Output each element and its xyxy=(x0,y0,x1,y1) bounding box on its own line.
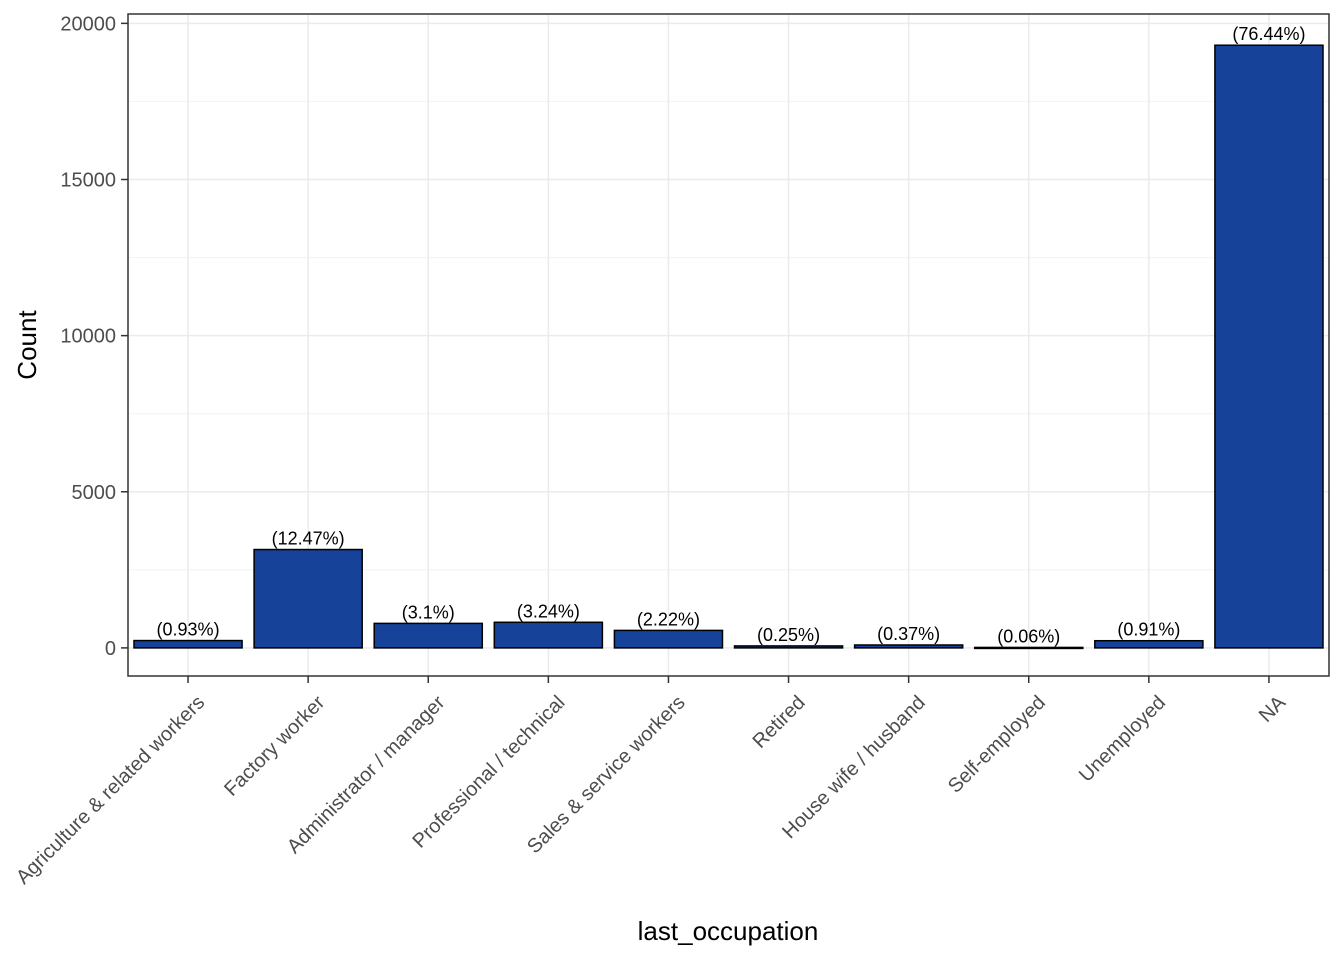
bar-value-label: (0.25%) xyxy=(757,625,820,645)
bar-label-layer: (0.93%) (12.47%) (3.1%) (3.24%) (2.22%) (0.25… xyxy=(157,24,1306,646)
bar xyxy=(973,646,1084,650)
bar xyxy=(373,622,484,649)
y-tick-label: 15000 xyxy=(60,170,116,192)
bar-value-label: (12.47%) xyxy=(272,529,345,549)
bar xyxy=(613,629,724,649)
x-tick-label: Agriculture & related workers xyxy=(12,692,209,889)
bar-value-label: (76.44%) xyxy=(1232,24,1305,44)
bar xyxy=(133,639,243,649)
x-tick-label: Retired xyxy=(749,692,810,753)
bar xyxy=(1094,639,1204,649)
bar-value-label: (3.1%) xyxy=(402,602,455,622)
x-tick-label: NA xyxy=(1255,691,1291,727)
x-tick-label: Self-employed xyxy=(944,692,1050,798)
x-tick-label: Factory worker xyxy=(220,691,329,800)
y-axis-title: Count xyxy=(12,310,42,380)
bar xyxy=(1214,44,1324,649)
bar xyxy=(733,645,844,649)
bar xyxy=(253,548,363,649)
x-axis-title: last_occupation xyxy=(638,916,819,946)
bar-value-label: (0.91%) xyxy=(1117,620,1180,640)
bar xyxy=(853,644,964,649)
bar xyxy=(493,621,604,649)
bar-value-label: (0.06%) xyxy=(997,626,1060,646)
y-tick-label: 20000 xyxy=(60,13,116,35)
y-tick-label: 10000 xyxy=(60,326,116,348)
bar-value-label: (3.24%) xyxy=(517,601,580,621)
bar-value-label: (0.93%) xyxy=(157,620,220,640)
bar-value-label: (0.37%) xyxy=(877,624,940,644)
y-tick-label: 5000 xyxy=(72,482,117,504)
x-tick-label: Unemployed xyxy=(1075,692,1170,787)
bar-value-label: (2.22%) xyxy=(637,609,700,629)
panel-border xyxy=(127,13,1330,677)
bar-layer xyxy=(133,44,1324,650)
y-tick-label: 0 xyxy=(105,638,116,660)
